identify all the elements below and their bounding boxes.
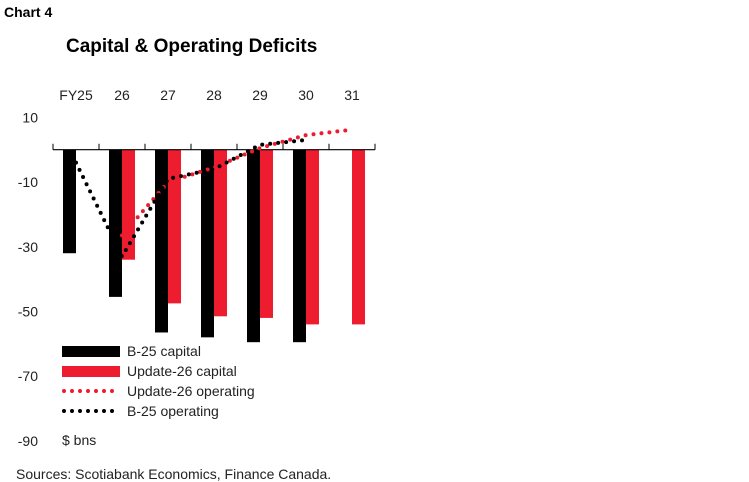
- x-tick-label: FY25: [59, 87, 93, 103]
- y-tick-label: 10: [22, 109, 38, 125]
- bar-b-25-capital: [155, 149, 168, 333]
- bar-update-26-capital: [352, 149, 365, 325]
- line-b-25-operating: [74, 137, 308, 261]
- chart-title: Capital & Operating Deficits: [66, 36, 318, 57]
- x-tick-label: 30: [298, 87, 314, 103]
- line-update-26-operating: [120, 127, 354, 238]
- y-axis-unit: $ bns: [62, 432, 96, 448]
- source-note: Sources: Scotiabank Economics, Finance C…: [16, 466, 332, 482]
- y-tick-label: -70: [18, 368, 38, 384]
- legend-swatch: [62, 366, 120, 377]
- y-tick-label: -90: [18, 433, 38, 449]
- bar-update-26-capital: [168, 149, 181, 304]
- x-tick-label: 31: [344, 87, 360, 103]
- legend-swatch: [62, 346, 120, 357]
- bar-update-26-capital: [214, 149, 227, 317]
- bar-b-25-capital: [293, 149, 306, 343]
- legend-label: B-25 capital: [127, 343, 201, 359]
- legend-label: B-25 operating: [127, 403, 219, 419]
- y-tick-label: -30: [18, 239, 38, 255]
- bar-update-26-capital: [306, 149, 319, 325]
- y-tick-label: -50: [18, 303, 38, 319]
- bar-update-26-capital: [260, 149, 273, 318]
- chart-label: Chart 4: [4, 4, 53, 20]
- x-tick-label: 26: [114, 87, 130, 103]
- bar-b-25-capital: [109, 149, 122, 297]
- bar-update-26-capital: [122, 149, 135, 260]
- y-tick-label: -10: [18, 174, 38, 190]
- bar-b-25-capital: [63, 149, 76, 254]
- legend-label: Update-26 operating: [127, 383, 255, 399]
- x-tick-label: 27: [160, 87, 176, 103]
- bar-b-25-capital: [201, 149, 214, 338]
- bar-b-25-capital: [247, 149, 260, 343]
- x-tick-label: 29: [252, 87, 268, 103]
- legend-label: Update-26 capital: [127, 363, 237, 379]
- x-tick-label: 28: [206, 87, 222, 103]
